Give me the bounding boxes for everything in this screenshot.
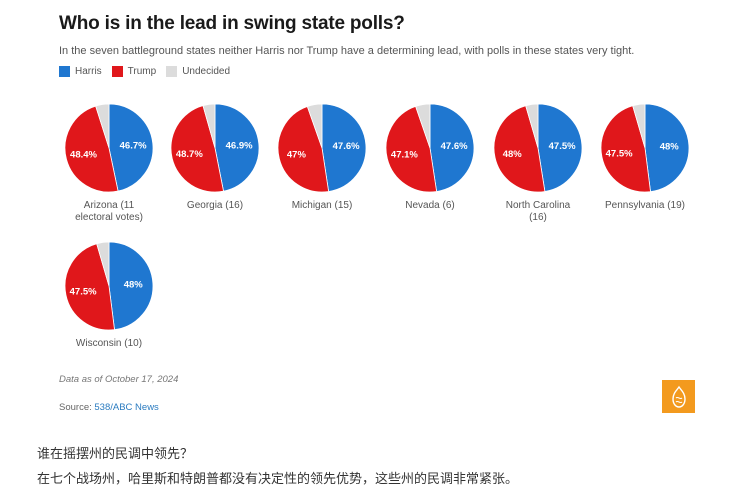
harris-pct: 47.5% bbox=[549, 141, 576, 152]
trump-pct: 47% bbox=[287, 149, 307, 160]
chart-card: Who is in the lead in swing state polls?… bbox=[44, 0, 724, 430]
legend-label: Undecided bbox=[182, 66, 231, 77]
pie-chart: 47.6% 47% bbox=[277, 103, 367, 193]
state-label: Nevada (6) bbox=[405, 200, 455, 211]
pie-chart: 48% 47.5% bbox=[64, 241, 154, 331]
pie-nevada: 47.6% 47.1% Nevada (6) bbox=[375, 102, 485, 212]
pie-pennsylvania: 48% 47.5% Pennsylvania (19) bbox=[590, 102, 700, 212]
state-label: Arizona (11 electoral votes) bbox=[75, 200, 143, 223]
pie-chart: 47.5% 48% bbox=[493, 103, 583, 193]
chart-subtitle: In the seven battleground states neither… bbox=[59, 45, 635, 57]
legend-label: Harris bbox=[75, 66, 102, 77]
trump-pct: 48% bbox=[503, 149, 523, 160]
chart-title: Who is in the lead in swing state polls? bbox=[59, 13, 405, 34]
al-jazeera-logo-icon bbox=[662, 380, 695, 413]
trump-pct: 47.5% bbox=[606, 148, 633, 159]
harris-pct: 47.6% bbox=[333, 141, 360, 152]
harris-pct: 48% bbox=[124, 280, 144, 291]
caption-line-2: 在七个战场州，哈里斯和特朗普都没有决定性的领先优势，这些州的民调非常紧张。 bbox=[37, 472, 519, 487]
legend-item-harris: Harris bbox=[59, 66, 102, 77]
state-label: North Carolina (16) bbox=[505, 200, 571, 223]
harris-pct: 47.6% bbox=[441, 141, 468, 152]
pie-arizona: 46.7% 48.4% Arizona (11 electoral votes) bbox=[54, 102, 164, 224]
source-link[interactable]: 538/ABC News bbox=[94, 402, 159, 413]
trump-swatch-icon bbox=[111, 66, 123, 77]
harris-pct: 46.7% bbox=[120, 141, 147, 152]
trump-pct: 47.1% bbox=[391, 149, 418, 160]
caption-line-1: 谁在摇摆州的民调中领先？ bbox=[37, 447, 194, 462]
pie-wisconsin: 48% 47.5% Wisconsin (10) bbox=[54, 240, 164, 350]
pie-chart: 46.9% 48.7% bbox=[170, 103, 260, 193]
state-label: Georgia (16) bbox=[186, 200, 244, 211]
harris-swatch-icon bbox=[59, 66, 70, 77]
source-prefix: Source: bbox=[59, 402, 95, 413]
undecided-swatch-icon bbox=[166, 66, 178, 77]
date-note: Data as of October 17, 2024 bbox=[59, 374, 179, 385]
source-line: Source: 538/ABC News bbox=[59, 402, 159, 413]
pie-georgia: 46.9% 48.7% Georgia (16) bbox=[160, 102, 270, 212]
trump-pct: 48.4% bbox=[70, 150, 97, 161]
state-label: Pennsylvania (19) bbox=[604, 200, 686, 211]
state-label: Michigan (15) bbox=[291, 200, 353, 211]
pie-north-carolina: 47.5% 48% North Carolina (16) bbox=[483, 102, 593, 224]
trump-pct: 48.7% bbox=[176, 149, 203, 160]
pie-chart: 47.6% 47.1% bbox=[385, 103, 475, 193]
legend-item-undecided: Undecided bbox=[166, 66, 230, 77]
harris-pct: 46.9% bbox=[226, 141, 253, 152]
pie-michigan: 47.6% 47% Michigan (15) bbox=[267, 102, 377, 212]
pie-chart: 48% 47.5% bbox=[600, 103, 690, 193]
harris-pct: 48% bbox=[660, 142, 680, 153]
legend-item-trump: Trump bbox=[111, 66, 157, 77]
pie-chart: 46.7% 48.4% bbox=[64, 103, 154, 193]
legend-label: Trump bbox=[127, 66, 157, 77]
state-label: Wisconsin (10) bbox=[75, 338, 143, 349]
trump-pct: 47.5% bbox=[70, 286, 97, 297]
legend: Harris Trump Undecided bbox=[59, 66, 240, 77]
